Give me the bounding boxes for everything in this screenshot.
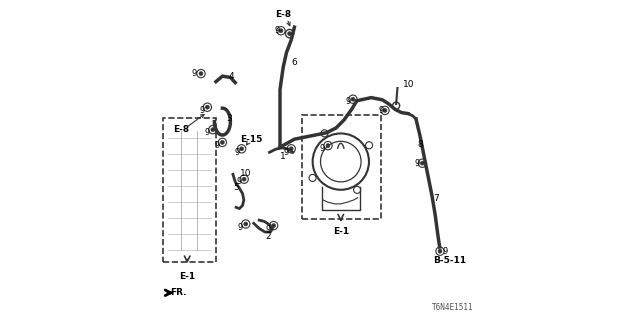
Text: 8: 8 [418,140,423,148]
Text: FR.: FR. [170,288,187,297]
Text: E-8: E-8 [173,125,189,134]
Text: 5: 5 [233,183,239,192]
Text: 9: 9 [275,26,280,35]
Circle shape [205,105,209,109]
Text: 10: 10 [240,169,251,178]
Text: 9: 9 [237,223,243,232]
Text: 4: 4 [229,72,234,81]
Text: 2: 2 [265,232,271,241]
Text: 9: 9 [443,247,448,256]
Text: 9: 9 [266,225,271,234]
FancyBboxPatch shape [163,118,216,262]
Text: 6: 6 [291,58,297,67]
Circle shape [420,161,424,165]
Text: 9: 9 [378,106,383,115]
Circle shape [272,224,276,228]
Circle shape [288,32,292,36]
Circle shape [289,147,293,151]
Text: 9: 9 [234,148,239,156]
Text: 9: 9 [214,141,220,150]
Text: 9: 9 [345,97,351,106]
Circle shape [438,249,442,253]
FancyBboxPatch shape [302,115,381,219]
Text: 7: 7 [434,194,439,203]
Circle shape [351,97,355,101]
Circle shape [244,222,248,226]
Text: 9: 9 [415,159,420,168]
Text: E-1: E-1 [179,272,195,281]
Text: 9: 9 [200,106,205,115]
Text: 9: 9 [320,144,325,153]
Circle shape [199,72,203,76]
Text: 9: 9 [205,128,210,137]
Text: E-15: E-15 [240,135,262,144]
Circle shape [220,140,225,144]
Circle shape [279,29,283,33]
Text: 1: 1 [280,152,285,161]
Circle shape [243,177,246,181]
Text: 3: 3 [227,114,232,123]
Circle shape [383,108,387,112]
Text: T6N4E1511: T6N4E1511 [432,303,474,312]
Circle shape [211,128,215,132]
Text: 9: 9 [284,148,289,156]
Text: 9: 9 [192,69,197,78]
Text: 9: 9 [236,177,241,186]
Text: E-8: E-8 [275,10,291,19]
Text: B-5-11: B-5-11 [433,256,466,265]
Text: E-1: E-1 [333,228,349,236]
Circle shape [240,147,243,151]
Text: 10: 10 [403,80,414,89]
Circle shape [326,144,330,148]
